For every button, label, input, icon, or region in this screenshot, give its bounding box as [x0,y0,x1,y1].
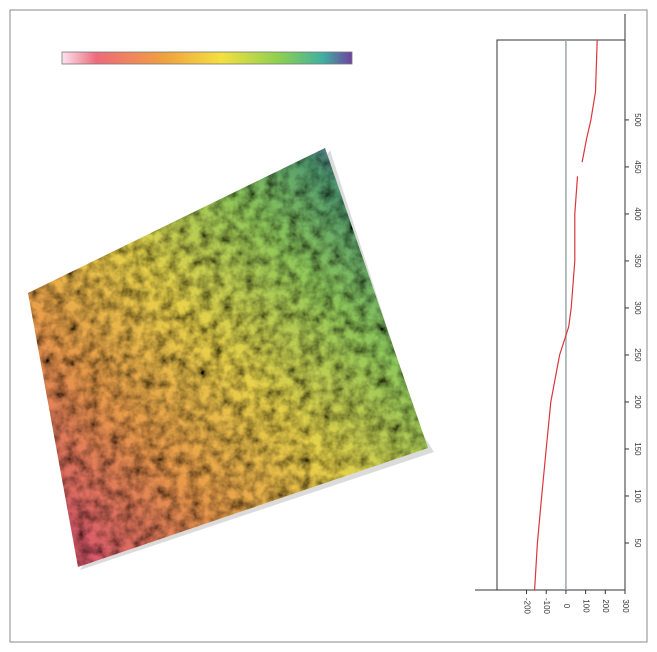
tick-label: 300 [621,599,630,613]
tick-label: 150 [633,442,642,456]
surface-map [28,148,428,567]
tick-label: -100 [542,598,551,615]
tick-label: 200 [633,395,642,409]
tick-label: -200 [522,598,531,615]
tick-label: 450 [633,160,642,174]
tick-label: 500 [633,113,642,127]
profile-plot: 50 100 150 200 250 300 350 400 450 500 -200 -100 0 10… [475,14,642,615]
tick-label: 50 [633,539,642,548]
tick-label: 400 [633,207,642,221]
tick-label: 100 [582,599,591,613]
tick-label: 100 [633,489,642,503]
tick-label: 250 [633,348,642,362]
color-bar [61,51,353,65]
tick-label: 200 [601,599,610,613]
tick-label: 350 [633,254,642,268]
tick-label: 300 [633,301,642,315]
tick-label: 0 [562,604,571,609]
profile-line [534,39,598,591]
